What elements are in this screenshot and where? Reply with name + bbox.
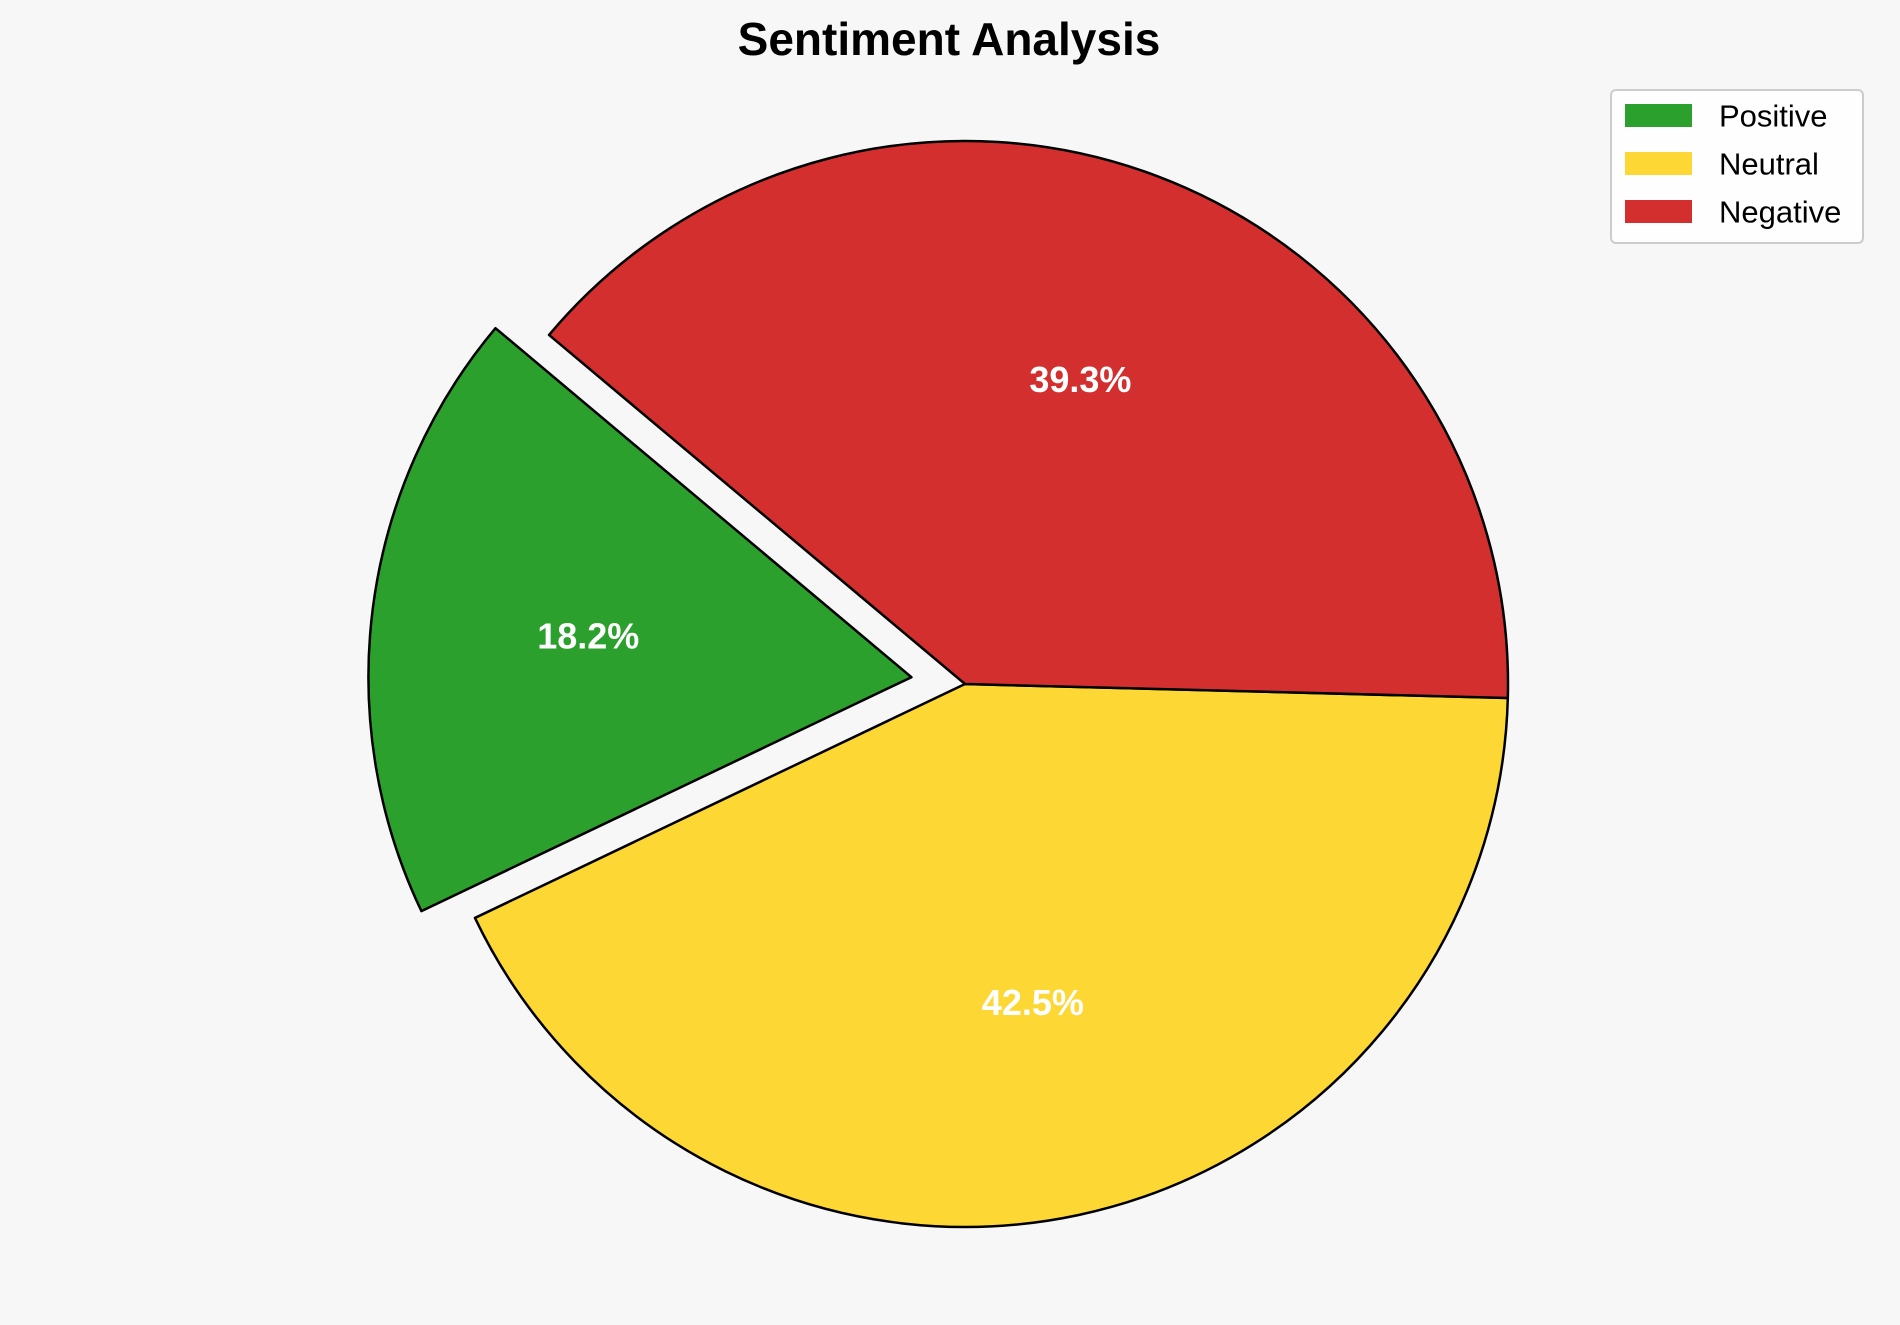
chart-title: Sentiment Analysis bbox=[738, 13, 1161, 65]
pie-slice-negative bbox=[547, 139, 1510, 700]
slice-label-negative: 39.3% bbox=[1029, 359, 1131, 400]
pie-slices bbox=[367, 139, 1510, 1229]
slice-label-neutral: 42.5% bbox=[982, 982, 1084, 1023]
legend-swatch-neutral bbox=[1625, 152, 1692, 175]
pie-slice-positive bbox=[367, 326, 913, 913]
legend-label-neutral: Neutral bbox=[1719, 147, 1819, 182]
slice-label-positive: 18.2% bbox=[537, 616, 639, 657]
legend-label-positive: Positive bbox=[1719, 99, 1828, 134]
pie-slice-neutral bbox=[473, 682, 1510, 1229]
pie-slice-labels: 18.2% 42.5% 39.3% bbox=[537, 359, 1131, 1023]
legend-swatch-negative bbox=[1625, 200, 1692, 223]
legend-label-negative: Negative bbox=[1719, 195, 1841, 230]
legend-swatch-positive bbox=[1625, 104, 1692, 127]
chart-legend: Positive Neutral Negative bbox=[1610, 89, 1864, 244]
